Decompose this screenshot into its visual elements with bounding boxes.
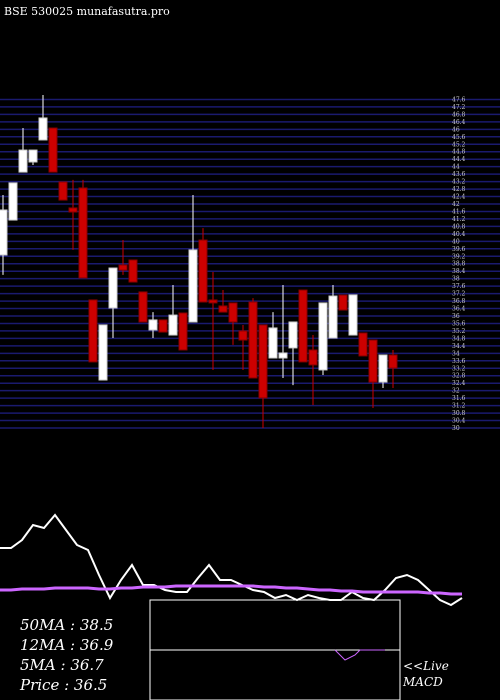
candle-body [68, 207, 78, 213]
candle-body [138, 291, 148, 323]
candle-body [268, 327, 278, 359]
candle-body [158, 319, 168, 333]
y-tick-label: 43.2 [452, 179, 466, 186]
candle-body [8, 182, 18, 221]
y-tick-label: 36 [452, 313, 460, 320]
candle-body [278, 352, 288, 359]
candle-body [118, 264, 128, 271]
y-tick-label: 40.4 [452, 231, 466, 238]
candle-body [368, 339, 378, 383]
candle-body [298, 289, 308, 363]
candle-body [168, 314, 178, 336]
candle-body [318, 302, 328, 371]
y-tick-label: 35.2 [452, 328, 466, 335]
y-tick-label: 40.8 [452, 223, 466, 230]
candle-body [328, 295, 338, 339]
indicator-line [0, 584, 462, 596]
candle-body [78, 187, 88, 279]
y-tick-label: 46.4 [452, 119, 466, 126]
candle-body [338, 294, 348, 311]
candle-body [388, 354, 398, 369]
y-tick-label: 47.6 [452, 96, 466, 103]
candle-body [18, 149, 28, 173]
y-tick-label: 38.8 [452, 261, 466, 268]
candle-body [378, 354, 388, 383]
y-tick-label: 46 [452, 126, 460, 133]
candle-body [218, 305, 228, 313]
ma-label: 50MA : 38.5 [20, 616, 113, 634]
y-tick-label: 47.2 [452, 104, 466, 111]
ma-label: 5MA : 36.7 [20, 656, 104, 674]
y-tick-label: 44 [452, 164, 460, 171]
y-tick-label: 46.8 [452, 111, 466, 118]
y-tick-label: 42.8 [452, 186, 466, 193]
candle-body [108, 267, 118, 309]
candle-body [348, 294, 358, 336]
candle-body [248, 301, 258, 379]
indicator-line [0, 513, 463, 607]
macd-signal [334, 649, 385, 661]
y-tick-label: 37.6 [452, 283, 466, 290]
candle-body [188, 249, 198, 323]
y-tick-label: 32.4 [452, 380, 466, 387]
y-tick-label: 45.6 [452, 134, 466, 141]
y-tick-label: 34.4 [452, 343, 466, 350]
candle-body [88, 299, 98, 363]
candle-body [308, 349, 318, 366]
y-tick-label: 32 [452, 388, 460, 395]
candle-body [28, 149, 38, 163]
y-tick-label: 31.6 [452, 395, 466, 402]
candle-body [258, 324, 268, 399]
y-tick-label: 39.6 [452, 246, 466, 253]
y-tick-label: 42.4 [452, 194, 466, 201]
y-tick-label: 37.2 [452, 291, 466, 298]
y-tick-label: 36.8 [452, 298, 466, 305]
y-tick-label: 41.2 [452, 216, 466, 223]
candle-body [38, 117, 48, 141]
y-tick-label: 35.6 [452, 320, 466, 327]
candle-body [0, 209, 8, 256]
candle-body [128, 259, 138, 283]
candle-body [58, 181, 68, 201]
candle-body [148, 319, 158, 331]
macd-label: MACD [402, 675, 443, 689]
y-tick-label: 30.4 [452, 418, 466, 425]
y-tick-label: 32.8 [452, 373, 466, 380]
ma-label: Price : 36.5 [19, 676, 107, 694]
y-tick-label: 38 [452, 276, 460, 283]
y-tick-label: 31.2 [452, 403, 466, 410]
y-tick-label: 39.2 [452, 253, 466, 260]
y-tick-label: 45.2 [452, 141, 466, 148]
y-tick-label: 43.6 [452, 171, 466, 178]
candle-body [288, 321, 298, 349]
y-tick-label: 38.4 [452, 268, 466, 275]
candle-body [358, 332, 368, 357]
y-tick-label: 44.8 [452, 149, 466, 156]
y-tick-label: 36.4 [452, 306, 466, 313]
y-tick-label: 40 [452, 238, 460, 245]
candle-body [238, 330, 248, 341]
y-tick-label: 41.6 [452, 208, 466, 215]
candle-body [208, 299, 218, 304]
y-tick-label: 42 [452, 201, 460, 208]
candle-body [178, 312, 188, 351]
y-tick-label: 44.4 [452, 156, 466, 163]
candle-body [198, 239, 208, 303]
y-tick-label: 30.8 [452, 410, 466, 417]
candle-body [98, 324, 108, 381]
candle-body [48, 127, 58, 173]
chart-title: BSE 530025 munafasutra.pro [4, 5, 170, 18]
y-tick-label: 33.6 [452, 358, 466, 365]
candle-body [228, 302, 238, 323]
y-tick-label: 34 [452, 350, 460, 357]
macd-label: <<Live [403, 659, 449, 673]
y-tick-label: 33.2 [452, 365, 466, 372]
y-tick-label: 34.8 [452, 335, 466, 342]
ma-label: 12MA : 36.9 [20, 636, 114, 654]
y-tick-label: 30 [452, 425, 460, 432]
